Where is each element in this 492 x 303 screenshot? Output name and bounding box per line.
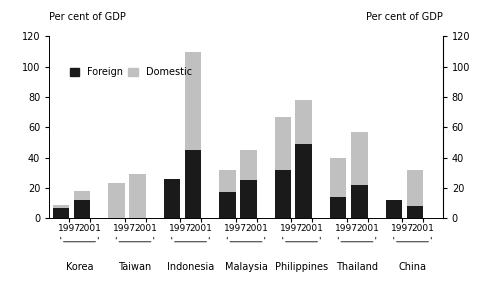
Bar (219, 192, 236, 218)
Text: Thailand: Thailand (336, 262, 378, 272)
Bar (240, 180, 256, 218)
Text: Taiwan: Taiwan (119, 262, 152, 272)
Text: Per cent of GDP: Per cent of GDP (49, 12, 126, 22)
Bar (129, 174, 146, 218)
Bar (163, 179, 180, 218)
Legend: Foreign, Domestic: Foreign, Domestic (66, 63, 196, 81)
Bar (386, 200, 402, 218)
Text: Malaysia: Malaysia (224, 262, 268, 272)
Text: Indonesia: Indonesia (167, 262, 214, 272)
Text: Philippines: Philippines (275, 262, 328, 272)
Bar (184, 52, 201, 150)
Bar (330, 197, 346, 218)
Text: Korea: Korea (66, 262, 93, 272)
Text: Per cent of GDP: Per cent of GDP (366, 12, 443, 22)
Bar (330, 158, 346, 197)
Bar (351, 185, 368, 218)
Bar (73, 191, 90, 200)
Bar (275, 117, 291, 170)
Bar (53, 205, 69, 208)
Text: China: China (399, 262, 427, 272)
Bar (406, 206, 423, 218)
Bar (406, 170, 423, 206)
Bar (53, 208, 69, 218)
Bar (240, 150, 256, 180)
Bar (108, 183, 124, 218)
Bar (296, 144, 312, 218)
Bar (184, 150, 201, 218)
Bar (73, 200, 90, 218)
Bar (296, 100, 312, 144)
Bar (275, 170, 291, 218)
Bar (219, 170, 236, 192)
Bar (351, 132, 368, 185)
